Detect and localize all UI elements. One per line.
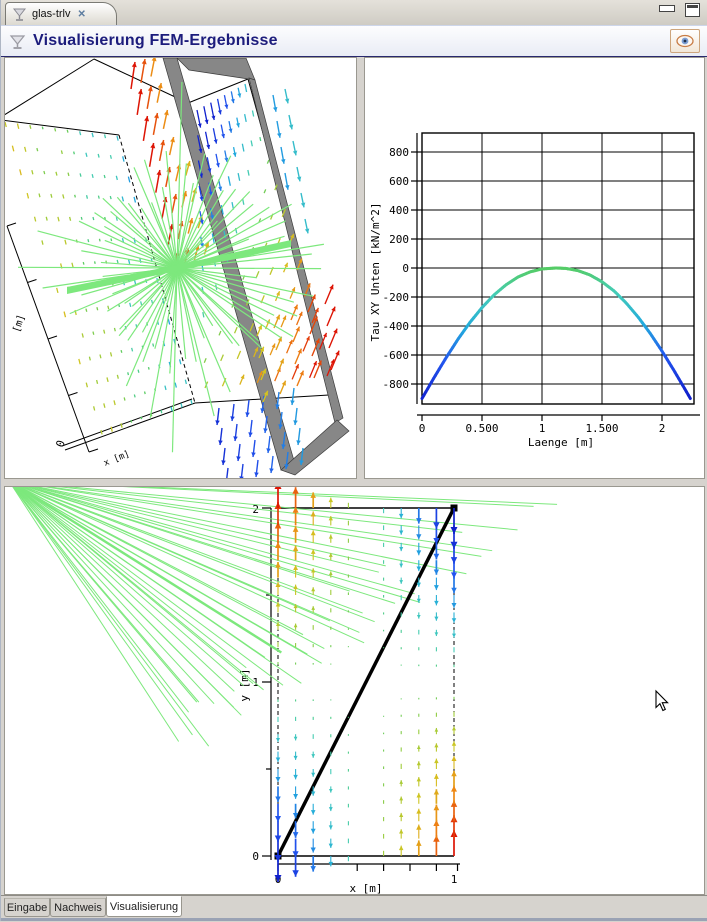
y-axis-label: Tau XY Unten [kN/m^2] <box>369 202 382 341</box>
minimize-icon[interactable] <box>659 5 675 12</box>
y-tick-label: 1 <box>252 676 259 689</box>
eye-icon <box>676 34 694 48</box>
axis-unit-label: [m] <box>11 313 27 334</box>
editor-tab-glas-trlv[interactable]: glas-trlv ✕ <box>5 2 117 25</box>
y-tick-label: 200 <box>389 233 409 246</box>
mouse-cursor <box>656 691 668 711</box>
y-tick-label: -800 <box>383 378 410 391</box>
bottom-axis-label: x [m] <box>102 449 131 468</box>
goblet-icon <box>12 7 27 22</box>
axis-ruler: [m] 0 x [m] <box>7 223 131 469</box>
view-header: Visualisierung FEM-Ergebnisse <box>1 25 707 57</box>
pane-divider-vertical[interactable] <box>357 57 364 479</box>
pane-divider-horizontal[interactable] <box>1 479 707 486</box>
x-tick-label: 2 <box>659 422 666 435</box>
view-3d-canvas[interactable]: [m] 0 x [m] <box>5 58 356 478</box>
y-tick-label: 400 <box>389 204 409 217</box>
tau-curve <box>422 268 690 399</box>
wireframe-box <box>5 59 331 450</box>
editor-tabbar: glas-trlv ✕ <box>1 0 707 26</box>
preview-eye-button[interactable] <box>670 29 700 53</box>
stress-chart-pane[interactable]: 800 600 400 200 0 -200 -400 -600 -800 Tau XY Unte… <box>364 57 705 479</box>
stress-chart-canvas: 800 600 400 200 0 -200 -400 -600 -800 Tau XY Unte… <box>365 58 704 478</box>
y-tick-label: 800 <box>389 146 409 159</box>
y-tick-label: -200 <box>383 291 410 304</box>
member-line <box>275 505 458 860</box>
editor-tab-label: glas-trlv <box>32 8 71 20</box>
tab-eingabe[interactable]: Eingabe <box>4 898 50 917</box>
y-tick-label: 0 <box>402 262 409 275</box>
y-tick-label: -600 <box>383 349 410 362</box>
view-3d-pane[interactable]: [m] 0 x [m] <box>4 57 357 479</box>
y-axis-label: y [m] <box>238 668 251 701</box>
tab-nachweis[interactable]: Nachweis <box>50 898 106 917</box>
x-tick-label: 0 <box>419 422 426 435</box>
x-tick-label: 1 <box>539 422 546 435</box>
stress-chart: 800 600 400 200 0 -200 -400 -600 -800 Tau XY Unte… <box>369 133 700 449</box>
y-tick-label: -400 <box>383 320 410 333</box>
goblet-icon <box>9 33 26 50</box>
tab-visualisierung[interactable]: Visualisierung <box>106 896 182 917</box>
x-axis-label: x [m] <box>349 882 382 894</box>
x-tick-label: 1.500 <box>585 422 618 435</box>
x-tick-label: 0.500 <box>465 422 498 435</box>
y-tick-label: 0 <box>252 850 259 863</box>
green-rays <box>9 487 557 746</box>
x-tick-label: 1 <box>451 873 458 886</box>
page-title: Visualisierung FEM-Ergebnisse <box>33 32 670 50</box>
y-tick-label: 600 <box>389 175 409 188</box>
axis-origin-label: 0 <box>53 439 67 449</box>
maximize-icon[interactable] <box>685 3 700 17</box>
x-axis-label: Laenge [m] <box>528 436 594 449</box>
close-icon[interactable]: ✕ <box>78 9 86 20</box>
